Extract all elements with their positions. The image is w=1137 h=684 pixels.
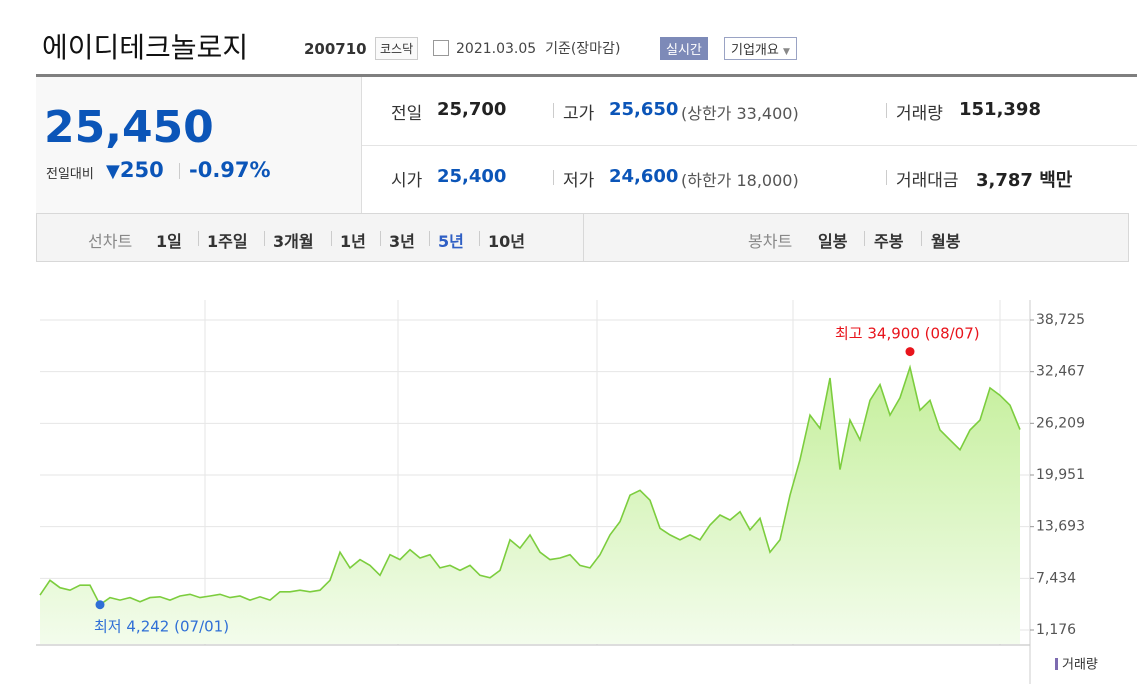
market-badge: 코스닥 [375, 37, 419, 60]
divider [362, 145, 1137, 146]
company-label: 기업개요 [731, 43, 779, 58]
y-tick-label: 32,467 [1036, 364, 1085, 380]
separator [331, 231, 332, 246]
stat-note: (하한가 18,000) [681, 171, 799, 190]
annotation-date: (08/07) [925, 324, 980, 342]
change: ▼250 [106, 158, 164, 182]
separator [479, 231, 480, 246]
period-tab[interactable]: 1주일 [207, 232, 248, 251]
area [40, 367, 1020, 644]
stat-label: 저가 [563, 171, 595, 191]
separator [179, 163, 180, 179]
annotation-dot [95, 600, 105, 610]
stat-value: 3,787 백만 [976, 170, 1073, 191]
basis: 기준(장마감) [545, 41, 621, 57]
separator [886, 103, 887, 118]
tab-bar [36, 213, 1129, 262]
line [39, 364, 1021, 606]
volume-legend: 거래량 [1062, 658, 1098, 673]
company-button[interactable]: 기업개요 ▼ [724, 37, 797, 60]
stock-code: 200710 [304, 40, 367, 58]
period-tab[interactable]: 1일 [156, 232, 182, 251]
annotation-label: 최고 34,900 (08/07) [835, 324, 980, 342]
separator [429, 231, 430, 246]
change-rate: -0.97% [189, 158, 271, 182]
realtime-button[interactable]: 실시간 [660, 37, 708, 60]
change-value: 250 [119, 158, 164, 182]
stat-label: 고가 [563, 104, 595, 124]
candle-tab[interactable]: 월봉 [931, 232, 961, 251]
y-tick-label: 13,693 [1036, 519, 1085, 535]
company-title: 에이디테크놀로지 [42, 31, 249, 64]
change-label: 전일대비 [46, 167, 94, 182]
annotation-label: 최저 [94, 617, 122, 635]
annotation-dot [905, 347, 915, 357]
stat-value: 25,700 [437, 99, 507, 120]
separator [864, 231, 865, 246]
separator [886, 170, 887, 185]
annotation-label: 최저 4,242 (07/01) [94, 617, 229, 635]
period-tab[interactable]: 1년 [340, 232, 366, 251]
annotation-label: 최고 [835, 324, 863, 342]
separator [553, 170, 554, 185]
y-tick-label: 7,434 [1036, 570, 1076, 586]
period-tab[interactable]: 3개월 [273, 232, 314, 251]
separator [553, 103, 554, 118]
stat-note: (상한가 33,400) [681, 104, 799, 123]
calendar-icon [433, 40, 449, 56]
volume-legend-swatch [1055, 658, 1058, 670]
separator [921, 231, 922, 246]
stat-value: 151,398 [959, 99, 1041, 120]
y-tick-label: 19,951 [1036, 467, 1085, 483]
stat-value: 24,600 [609, 166, 679, 187]
annotation-value-label: 4,242 [126, 617, 169, 635]
quote-box [36, 77, 362, 213]
price: 25,450 [44, 102, 214, 153]
divider [36, 74, 1137, 77]
period-tab[interactable]: 10년 [488, 232, 525, 251]
y-tick-label: 26,209 [1036, 415, 1085, 431]
stat-label: 거래량 [896, 104, 943, 124]
divider [583, 214, 584, 261]
stat-value: 25,400 [437, 166, 507, 187]
stat-label: 전일 [391, 104, 423, 124]
line-chart-label: 선차트 [88, 232, 133, 251]
stat-value: 25,650 [609, 99, 679, 120]
stat-label: 시가 [391, 171, 423, 191]
annotation-date: (07/01) [174, 617, 229, 635]
date-basis: 2021.03.05 기준(장마감) [456, 38, 620, 58]
stat-label: 거래대금 [896, 171, 959, 191]
separator [264, 231, 265, 246]
period-tab[interactable]: 3년 [389, 232, 415, 251]
candle-tab[interactable]: 주봉 [874, 232, 904, 251]
separator [198, 231, 199, 246]
date: 2021.03.05 [456, 41, 537, 57]
y-tick-label: 38,725 [1036, 312, 1085, 328]
period-tab[interactable]: 5년 [438, 232, 464, 251]
separator [380, 231, 381, 246]
y-tick-label: 1,176 [1036, 622, 1076, 638]
candle-chart-label: 봉차트 [748, 232, 793, 251]
annotation-value-label: 34,900 [867, 324, 920, 342]
candle-tab[interactable]: 일봉 [818, 232, 848, 251]
